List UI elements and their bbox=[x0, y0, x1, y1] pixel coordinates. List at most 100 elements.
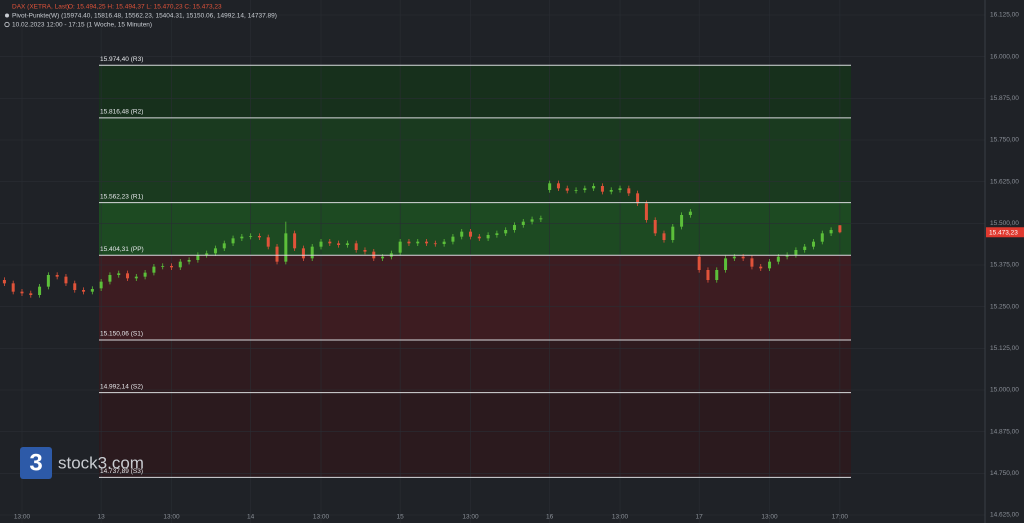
candle-body bbox=[688, 211, 692, 215]
candle-body bbox=[82, 290, 86, 292]
x-tick-label: 13:00 bbox=[313, 514, 330, 521]
candle-body bbox=[776, 256, 780, 262]
pivot-label: 14.737,89 (S3) bbox=[100, 468, 143, 475]
candle-body bbox=[495, 233, 499, 235]
candle-body bbox=[556, 183, 560, 189]
candle-body bbox=[231, 238, 235, 244]
x-tick-label: 13:00 bbox=[462, 514, 479, 521]
x-tick-label: 13:00 bbox=[761, 514, 778, 521]
y-tick-label: 16.125,00 bbox=[990, 12, 1019, 19]
pivot-label: 15.974,40 (R3) bbox=[100, 56, 143, 63]
candle-body bbox=[2, 280, 6, 284]
candle-body bbox=[152, 266, 156, 273]
candle-body bbox=[486, 235, 490, 239]
x-tick-label: 17 bbox=[696, 514, 704, 521]
labels: 16.125,00 16.000,00 15.875,00 15.750,00 15.6… bbox=[14, 12, 1024, 521]
candle-body bbox=[750, 258, 754, 267]
x-tick-label: 13:00 bbox=[163, 514, 180, 521]
candle-body bbox=[161, 266, 165, 267]
candle-body bbox=[451, 236, 455, 242]
clock-icon bbox=[4, 21, 10, 28]
pivot-zone bbox=[99, 339, 851, 393]
pivot-zone bbox=[99, 202, 851, 256]
candle-body bbox=[644, 203, 648, 220]
candle-body bbox=[820, 233, 824, 242]
pivot-label: 14.992,14 (S2) bbox=[100, 383, 143, 390]
y-tick-label: 15.625,00 bbox=[990, 178, 1019, 185]
candle-body bbox=[134, 276, 138, 279]
candle-body bbox=[266, 237, 270, 247]
candle-body bbox=[759, 266, 763, 269]
candle-body bbox=[794, 250, 798, 255]
candle-body bbox=[249, 236, 253, 237]
candle-body bbox=[354, 243, 358, 250]
candle-body bbox=[169, 266, 173, 268]
candle-body bbox=[257, 236, 261, 238]
candle-body bbox=[785, 255, 789, 257]
candle-body bbox=[504, 230, 508, 234]
y-tick-label: 15.125,00 bbox=[990, 345, 1019, 352]
candle-body bbox=[829, 230, 833, 234]
candle-body bbox=[548, 183, 552, 190]
candle-body bbox=[512, 225, 516, 230]
candle-body bbox=[117, 273, 121, 275]
y-tick-label: 15.375,00 bbox=[990, 262, 1019, 269]
header-ohlc: O: 15.494,25 H: 15.494,37 L: 15.470,23 C… bbox=[68, 4, 222, 11]
candle-body bbox=[205, 253, 209, 255]
indicator-icon bbox=[5, 13, 9, 18]
candle-body bbox=[433, 243, 437, 245]
candle-body bbox=[662, 233, 666, 240]
candle-body bbox=[539, 218, 543, 220]
pivot-zone bbox=[99, 255, 851, 340]
candle-body bbox=[715, 270, 719, 280]
candle-body bbox=[275, 246, 279, 262]
candle-body bbox=[618, 188, 622, 190]
candle-body bbox=[600, 186, 604, 192]
candle-body bbox=[732, 256, 736, 259]
candle-body bbox=[741, 256, 745, 259]
x-tick-label: 17:00 bbox=[832, 514, 849, 521]
y-tick-label: 15.000,00 bbox=[990, 387, 1019, 394]
logo: 3 bbox=[29, 449, 42, 476]
header: DAX (XETRA, Last) O: 15.494,25 H: 15.494… bbox=[4, 4, 277, 29]
candle-body bbox=[108, 275, 112, 282]
x-tick-label: 13 bbox=[98, 514, 106, 521]
candle-body bbox=[29, 293, 33, 295]
candle-body bbox=[64, 276, 68, 284]
candle-body bbox=[143, 272, 147, 277]
y-tick-label: 14.750,00 bbox=[990, 470, 1019, 477]
candle-body bbox=[381, 256, 385, 259]
candle-body bbox=[724, 258, 728, 270]
grid bbox=[0, 0, 985, 523]
candle-body bbox=[697, 256, 701, 270]
header-title: DAX (XETRA, Last) bbox=[12, 4, 69, 11]
candle-body bbox=[310, 246, 314, 259]
y-tick-label: 14.875,00 bbox=[990, 428, 1019, 435]
x-tick-label: 16 bbox=[546, 514, 554, 521]
candle-body bbox=[363, 250, 367, 252]
candle-body bbox=[73, 283, 77, 290]
watermark: 3 stock3.com bbox=[20, 447, 144, 479]
candle-body bbox=[99, 281, 103, 289]
candle-body bbox=[812, 241, 816, 247]
candle-body bbox=[178, 261, 182, 268]
pivot-label: 15.150,06 (S1) bbox=[100, 331, 143, 338]
candle-body bbox=[460, 231, 464, 237]
candle-body bbox=[530, 219, 534, 222]
candle-body bbox=[442, 241, 446, 244]
candle-body bbox=[196, 255, 200, 260]
candle-body bbox=[213, 248, 217, 254]
candle-body bbox=[592, 186, 596, 189]
logo-box bbox=[20, 447, 52, 479]
candle-body bbox=[706, 270, 710, 280]
candle-body bbox=[187, 260, 191, 262]
candle-body bbox=[574, 190, 578, 191]
candle-body bbox=[20, 291, 24, 294]
candle-body bbox=[90, 289, 94, 292]
y-tick-label: 15.750,00 bbox=[990, 137, 1019, 144]
candle-body bbox=[565, 188, 569, 191]
x-tick-label: 15 bbox=[397, 514, 405, 521]
candle-body bbox=[284, 233, 288, 262]
